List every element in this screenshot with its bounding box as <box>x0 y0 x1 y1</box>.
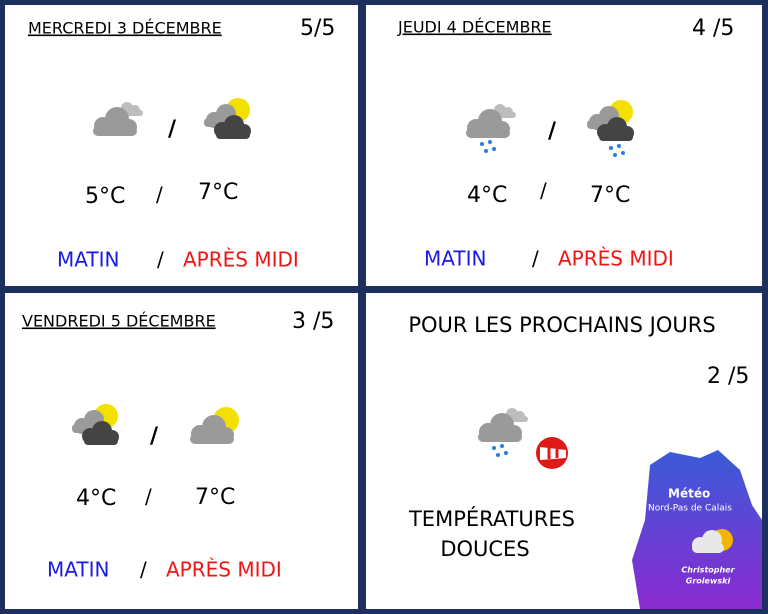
rating: 2 /5 <box>707 364 749 389</box>
separator: / <box>140 558 147 582</box>
outlook-text: DOUCES <box>440 537 529 561</box>
temp-afternoon: 7°C <box>198 180 238 205</box>
afternoon-label: APRÈS MIDI <box>166 558 282 582</box>
logo-region: Nord-Pas de Calais <box>648 504 732 514</box>
separator: / <box>157 248 164 272</box>
rating: 3 /5 <box>292 309 334 334</box>
date: VENDREDI 5 DÉCEMBRE <box>22 312 216 331</box>
rating: 4 /5 <box>692 16 734 41</box>
separator: / <box>150 424 159 449</box>
separator: / <box>540 179 547 203</box>
separator: / <box>532 247 539 271</box>
date: MERCREDI 3 DÉCEMBRE <box>28 19 222 38</box>
logo: Météo Nord-Pas de Calais Christopher Gro… <box>632 450 762 609</box>
separator: / <box>156 183 163 207</box>
afternoon-label: APRÈS MIDI <box>183 248 299 272</box>
morning-label: MATIN <box>424 247 486 271</box>
date: JEUDI 4 DÉCEMBRE <box>397 18 552 37</box>
temp-morning: 4°C <box>76 486 116 511</box>
rating: 5/5 <box>300 16 335 41</box>
temp-morning: 4°C <box>467 183 507 208</box>
panel <box>5 5 358 286</box>
separator: / <box>145 485 152 509</box>
separator: / <box>548 119 557 144</box>
logo-title: Météo <box>668 487 710 501</box>
wind-icon <box>536 437 568 469</box>
temp-afternoon: 7°C <box>590 183 630 208</box>
afternoon-label: APRÈS MIDI <box>558 247 674 271</box>
panel <box>366 5 762 286</box>
logo-author: Grolewski <box>686 577 731 586</box>
morning-label: MATIN <box>47 558 109 582</box>
outlook-title: POUR LES PROCHAINS JOURS <box>408 313 715 337</box>
logo-author: Christopher <box>681 566 735 575</box>
morning-label: MATIN <box>57 248 119 272</box>
temp-morning: 5°C <box>85 184 125 209</box>
panel <box>5 293 358 609</box>
separator: / <box>168 117 177 142</box>
temp-afternoon: 7°C <box>195 485 235 510</box>
outlook-text: TEMPÉRATURES <box>408 506 575 531</box>
